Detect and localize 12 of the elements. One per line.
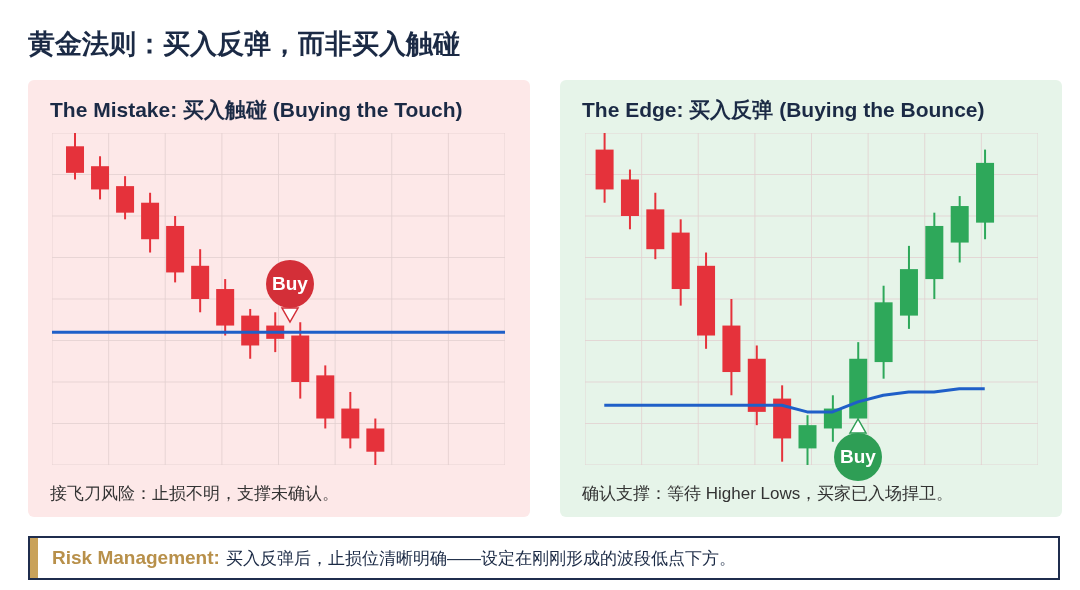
candlestick bbox=[366, 417, 385, 465]
text: 买入反弹后，止损位清晰明确——设定在刚刚形成的波段低点下方。 bbox=[225, 547, 736, 570]
annotation: Buy bbox=[266, 260, 314, 308]
candlestick bbox=[798, 414, 817, 465]
text: Risk Management: bbox=[52, 547, 220, 569]
annotation: Buy bbox=[834, 433, 882, 481]
text: 确认支撑：等待 Higher Lows，买家已入场捍卫。 bbox=[582, 483, 954, 505]
chart-title: The Edge: 买入反弹 (Buying the Bounce) bbox=[582, 97, 985, 123]
chart-title: The Mistake: 买入触碰 (Buying the Touch) bbox=[50, 97, 463, 123]
candlestick bbox=[91, 155, 110, 201]
text: 接飞刀风险：止损不明，支撑未确认。 bbox=[50, 483, 339, 505]
text: 黄金法则：买入反弹，而非买入触碰 bbox=[28, 28, 460, 61]
